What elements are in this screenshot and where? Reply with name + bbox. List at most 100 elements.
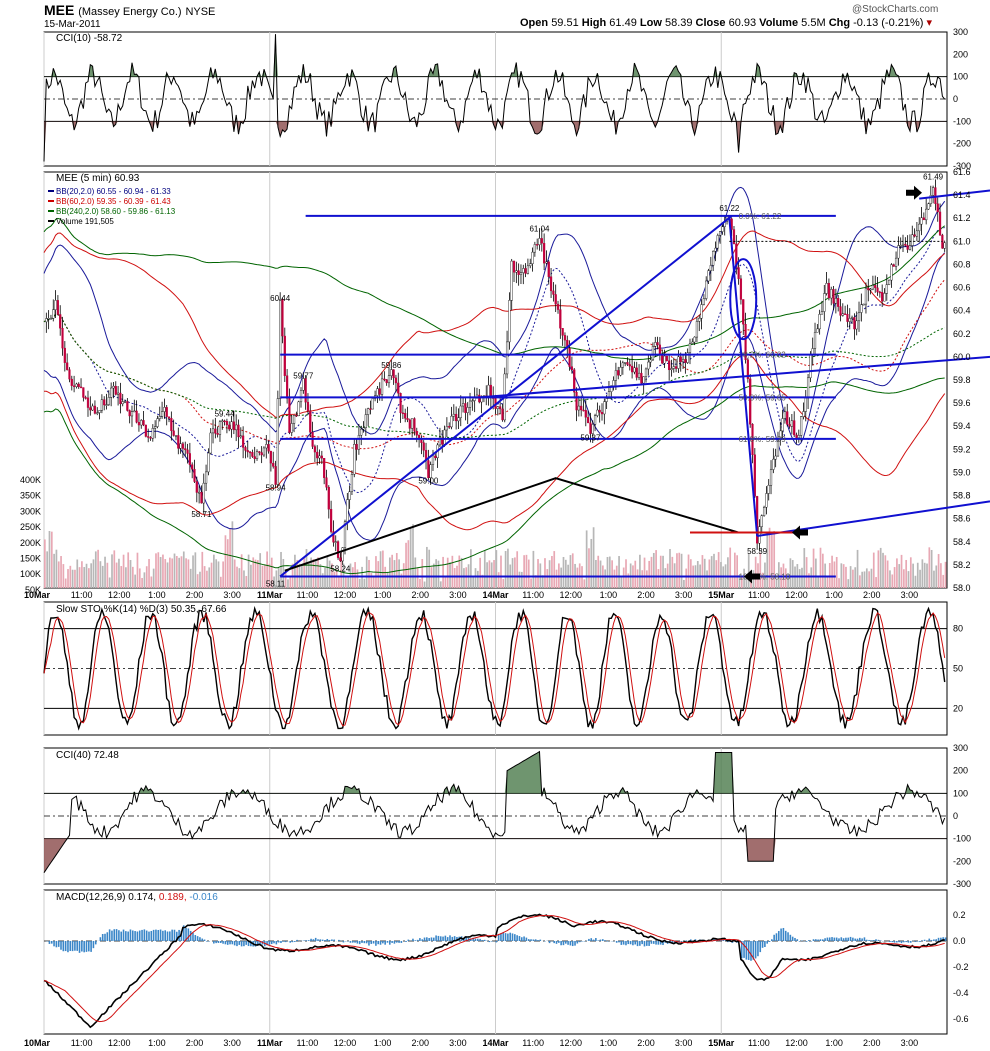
- volume-bar: [335, 569, 338, 588]
- candle-body: [246, 450, 249, 453]
- volume-bar: [900, 554, 903, 588]
- candle-body: [408, 419, 411, 429]
- candle-body: [857, 312, 861, 322]
- candle-body: [587, 417, 590, 424]
- macd-histogram-bar: [523, 936, 525, 941]
- volume-bar: [703, 558, 706, 588]
- volume-bar: [516, 551, 519, 588]
- macd-histogram-bar: [497, 933, 500, 941]
- volume-bar: [551, 556, 553, 588]
- candle-body: [702, 298, 705, 305]
- volume-bar: [562, 556, 565, 588]
- candle-body: [647, 361, 650, 370]
- volume-bar: [382, 550, 384, 588]
- macd-histogram-bar: [657, 941, 660, 945]
- price-annotation-label: 61.04: [529, 225, 550, 234]
- candle-body: [404, 412, 407, 419]
- candle-body: [610, 385, 613, 392]
- candle-body: [297, 401, 300, 416]
- volume-bar: [907, 571, 910, 588]
- volume-bar: [419, 578, 421, 588]
- candle-body: [165, 407, 168, 417]
- macd-histogram-bar: [379, 941, 382, 945]
- candle-body: [248, 451, 252, 454]
- candle-body: [890, 264, 893, 281]
- macd-x-tick-label: 1:00: [600, 1038, 618, 1048]
- macd-histogram-bar: [122, 929, 125, 941]
- candle-body: [445, 426, 448, 431]
- price-y-tick-label: 61.4: [953, 190, 971, 200]
- fib-level-label: 38.2%: 60.02: [739, 351, 787, 360]
- price-annotation-label: 59.77: [293, 371, 314, 380]
- price-y-tick-label: 61.2: [953, 213, 971, 223]
- candle-body: [573, 369, 576, 393]
- candle-body: [209, 432, 212, 454]
- candle-body: [607, 391, 611, 399]
- candle-body: [239, 435, 242, 438]
- candle-body: [716, 235, 719, 249]
- macd-histogram-bar: [935, 939, 938, 941]
- cci40-overbought-fill: [44, 751, 947, 794]
- candle-body: [327, 487, 330, 510]
- volume-bar: [263, 565, 266, 588]
- candle-body: [797, 435, 800, 438]
- open-value: 59.51: [551, 17, 579, 29]
- candle-body: [86, 397, 90, 408]
- candle-body: [68, 369, 71, 380]
- price-x-tick-label: 11:00: [296, 590, 318, 600]
- volume-bar: [414, 557, 417, 588]
- volume-bar: [416, 568, 419, 588]
- macd-histogram-bar: [275, 941, 278, 945]
- top-trendline: [919, 189, 990, 200]
- macd-histogram-bar: [439, 936, 442, 941]
- macd-histogram-bar: [145, 930, 148, 941]
- macd-histogram-bar: [680, 941, 683, 943]
- volume-bar: [720, 562, 722, 588]
- candle-body: [813, 332, 817, 349]
- volume-bar: [490, 562, 493, 588]
- macd-histogram-bar: [78, 941, 81, 953]
- volume-bar: [122, 554, 125, 588]
- macd-histogram-bar: [164, 930, 166, 941]
- volume-bar: [173, 553, 176, 588]
- volume-bar: [48, 531, 51, 588]
- candle-body: [302, 378, 305, 391]
- candle-body: [830, 289, 833, 299]
- macd-histogram-bar: [435, 935, 437, 941]
- macd-histogram-bar: [520, 937, 523, 941]
- macd-histogram-bar: [199, 937, 201, 941]
- volume-bar: [268, 563, 271, 588]
- macd-histogram-bar: [233, 941, 236, 946]
- volume-bar: [683, 579, 685, 588]
- macd-histogram-bar: [588, 938, 590, 941]
- volume-bar: [203, 566, 206, 588]
- volume-y-tick-label: 100K: [20, 569, 41, 579]
- volume-bar: [185, 558, 187, 588]
- macd-x-tick-label: 12:00: [334, 1038, 357, 1048]
- candle-body: [580, 405, 583, 411]
- macd-histogram-bar: [500, 933, 502, 941]
- cci40-y-tick-label: -200: [953, 856, 971, 866]
- macd-histogram-bar: [175, 931, 178, 941]
- candle-body: [468, 400, 472, 408]
- volume-bar: [240, 554, 243, 588]
- macd-histogram-bar: [590, 938, 593, 941]
- macd-y-tick-label: -0.6: [953, 1014, 969, 1024]
- macd-histogram-bar: [562, 941, 565, 946]
- bb240-mid: [43, 314, 945, 439]
- candle-body: [862, 303, 865, 306]
- macd-histogram-bar: [111, 930, 113, 941]
- volume-bar: [444, 576, 447, 588]
- candle-body: [614, 370, 617, 381]
- macd-histogram-bar: [169, 931, 171, 941]
- macd-histogram-bar: [236, 941, 238, 947]
- candle-body: [820, 311, 824, 315]
- macd-value: MACD(12,26,9) 0.174,: [56, 892, 159, 903]
- macd-histogram-bar: [405, 941, 407, 942]
- macd-histogram-bar: [713, 938, 715, 941]
- volume-bar: [314, 560, 317, 588]
- macd-histogram-bar: [889, 941, 891, 943]
- macd-histogram-bar: [476, 938, 479, 941]
- candle-body: [362, 427, 365, 430]
- company-name: (Massey Energy Co.): [78, 6, 182, 18]
